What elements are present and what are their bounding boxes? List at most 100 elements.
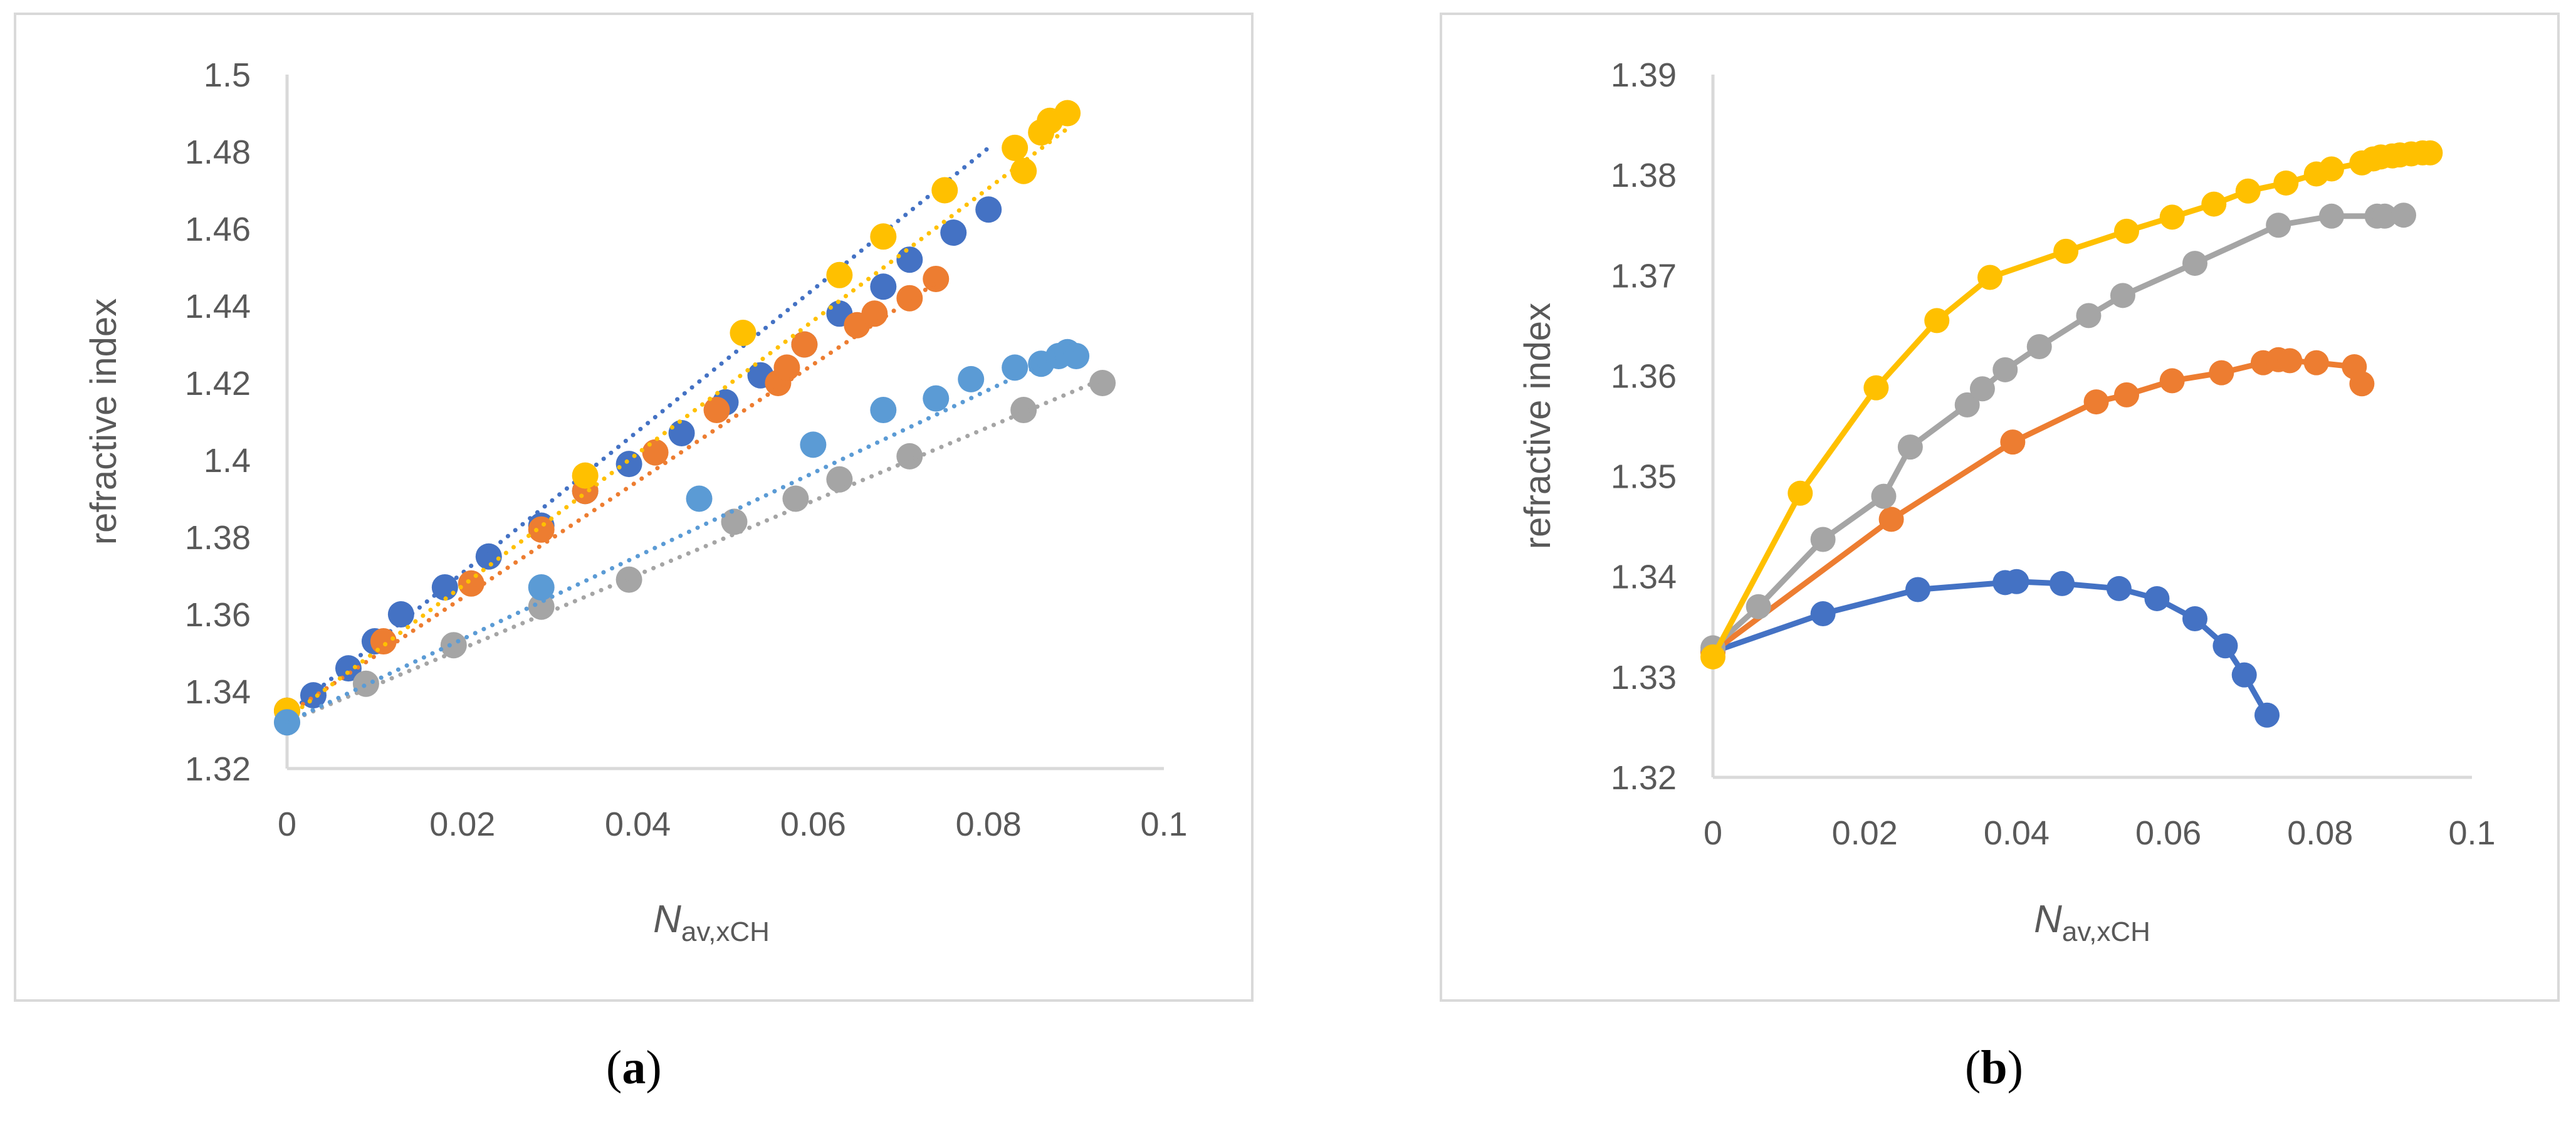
chart-b: 1.32 1.33 1.34 1.35 1.36 1.37 1.38 1.39 0 0.02 0.0… xyxy=(1517,56,2496,947)
y-tick-label: 1.33 xyxy=(1611,659,1677,696)
x-tick-label: 0 xyxy=(1704,814,1722,852)
series-gray xyxy=(1700,202,2417,661)
data-point xyxy=(1746,594,1771,619)
y-tick-label: 1.34 xyxy=(1611,559,1677,596)
data-point xyxy=(923,385,950,412)
y-tick-label: 1.34 xyxy=(185,673,251,711)
caption-a: (a) xyxy=(606,1041,662,1095)
data-point xyxy=(458,570,484,597)
data-point xyxy=(721,508,748,535)
y-tick-label: 1.5 xyxy=(204,56,251,94)
data-point xyxy=(1878,507,1904,532)
data-point xyxy=(782,485,809,512)
data-point xyxy=(1010,157,1037,184)
data-point xyxy=(2159,204,2185,230)
data-point xyxy=(2053,238,2079,264)
x-tick-label: 0.06 xyxy=(2135,814,2201,852)
trendline xyxy=(285,145,991,717)
data-point xyxy=(2277,348,2303,374)
data-point xyxy=(1992,357,2018,382)
data-point xyxy=(2000,429,2026,455)
y-tick-label: 1.46 xyxy=(185,211,251,248)
data-point xyxy=(2209,360,2234,386)
data-point xyxy=(2231,662,2257,688)
trendline xyxy=(285,126,1070,721)
data-point xyxy=(2303,350,2329,376)
y-tick-label: 1.32 xyxy=(1611,759,1677,797)
data-point xyxy=(1810,527,1836,552)
data-point xyxy=(1063,342,1090,369)
x-tick-label: 0.08 xyxy=(956,806,1022,843)
data-point xyxy=(2266,213,2291,238)
data-point xyxy=(2372,203,2397,229)
data-point xyxy=(870,223,897,250)
data-point xyxy=(2110,283,2135,308)
data-point xyxy=(2004,569,2029,594)
series-orange xyxy=(1700,347,2375,664)
data-point xyxy=(1002,134,1029,161)
data-point xyxy=(668,419,695,446)
x-tick-label: 0.1 xyxy=(1140,806,1187,843)
data-point xyxy=(2318,203,2344,229)
data-point xyxy=(2212,633,2238,659)
data-point xyxy=(1905,577,1930,602)
data-point xyxy=(703,397,730,424)
data-point xyxy=(1924,308,1950,334)
data-point xyxy=(1700,644,1725,670)
x-tick-label: 0.1 xyxy=(2448,814,2495,852)
data-point xyxy=(1810,601,1836,626)
y-tick-label: 1.4 xyxy=(204,442,251,480)
data-point xyxy=(1977,265,2003,290)
data-point xyxy=(2235,178,2261,204)
data-point xyxy=(923,265,950,292)
x-tick-label: 0.06 xyxy=(780,806,846,843)
data-point xyxy=(2391,202,2417,228)
data-point xyxy=(896,443,923,470)
data-point xyxy=(2273,170,2299,196)
x-tick-label: 0.02 xyxy=(1832,814,1898,852)
series-orange xyxy=(274,265,950,724)
data-point xyxy=(870,397,897,424)
series-gray xyxy=(274,370,1116,736)
data-point xyxy=(1897,434,1923,460)
data-point xyxy=(1954,392,1980,418)
x-axis-title: Nav,xCH xyxy=(653,898,770,947)
data-point xyxy=(1788,480,1813,506)
caption-b-close: ) xyxy=(2007,1041,2023,1094)
data-point xyxy=(773,354,800,381)
x-tick-label: 0.04 xyxy=(1984,814,2050,852)
data-point xyxy=(730,320,757,347)
data-point xyxy=(2144,586,2170,611)
data-point xyxy=(2201,191,2227,217)
data-point xyxy=(2318,156,2344,182)
data-point xyxy=(826,261,853,288)
data-point xyxy=(528,516,555,543)
y-axis-title: refractive index xyxy=(1517,303,1558,549)
data-point xyxy=(2182,606,2207,631)
y-tick-label: 1.36 xyxy=(1611,357,1677,395)
caption-a-open: ( xyxy=(606,1041,622,1094)
data-point xyxy=(2417,140,2443,165)
data-point xyxy=(861,300,888,327)
y-tick-label: 1.48 xyxy=(185,134,251,171)
series-yellow xyxy=(274,100,1081,724)
series-line xyxy=(1710,579,2270,718)
y-tick-label: 1.38 xyxy=(185,519,251,557)
data-point xyxy=(2106,575,2132,601)
data-point xyxy=(826,466,853,493)
data-point xyxy=(475,543,502,570)
data-point xyxy=(940,219,967,246)
data-point xyxy=(572,462,599,489)
data-point xyxy=(931,177,958,204)
chart-a-frame xyxy=(14,13,1254,1002)
y-tick-label: 1.36 xyxy=(185,596,251,634)
data-point xyxy=(1969,376,1995,402)
chart-a: 1.32 1.34 1.36 1.38 1.4 1.42 1.44 1.46 1.48 1.5 0 0… xyxy=(83,56,1188,947)
data-point xyxy=(1089,370,1116,396)
data-point xyxy=(2159,368,2185,394)
y-tick-label: 1.37 xyxy=(1611,257,1677,295)
data-point xyxy=(2076,303,2102,328)
y-tick-label: 1.35 xyxy=(1611,458,1677,496)
series-line xyxy=(1710,357,2365,655)
